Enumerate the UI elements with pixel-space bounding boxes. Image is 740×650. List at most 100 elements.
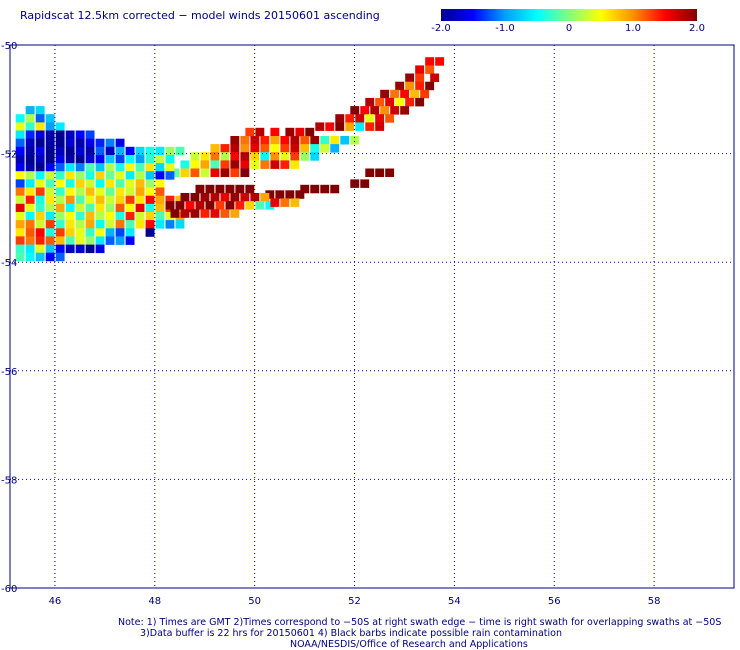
- heatmap-cell: [210, 152, 220, 161]
- heatmap-cell: [35, 122, 45, 131]
- heatmap-cell: [65, 195, 75, 205]
- y-tick-label: -58: [1, 475, 17, 486]
- heatmap-cell: [245, 184, 255, 194]
- heatmap-cell: [45, 220, 55, 229]
- heatmap-cell: [320, 136, 330, 145]
- heatmap-cell: [25, 130, 35, 139]
- heatmap-cell: [35, 220, 45, 229]
- heatmap-cell: [180, 209, 190, 218]
- heatmap-cell: [85, 212, 95, 221]
- heatmap-cell: [290, 144, 300, 153]
- heatmap-cell: [210, 209, 220, 218]
- colorbar-tick-label: 2.0: [689, 23, 705, 34]
- heatmap-cell: [155, 171, 165, 180]
- heatmap-cell: [15, 146, 25, 156]
- heatmap-cell: [105, 171, 115, 180]
- heatmap-cell: [180, 160, 190, 169]
- heatmap-cell: [155, 163, 165, 172]
- heatmap-cell: [220, 168, 230, 177]
- colorbar-tick-labels: -2.0 -1.0 0 1.0 2.0: [431, 23, 705, 34]
- heatmap-cell: [230, 209, 240, 218]
- heatmap-cell: [95, 138, 105, 148]
- x-tick-label: 56: [548, 596, 561, 607]
- heatmap-cell: [165, 212, 175, 221]
- heatmap-cell: [15, 252, 25, 262]
- heatmap-cell: [85, 163, 95, 172]
- heatmap-cell: [45, 187, 55, 196]
- heatmap-cell: [15, 163, 25, 172]
- heatmap-cell: [315, 122, 325, 131]
- heatmap-cell: [135, 195, 145, 205]
- heatmap-cell: [55, 138, 65, 148]
- heatmap-cell: [115, 203, 125, 213]
- heatmap-cell: [75, 130, 85, 139]
- heatmap-cell: [145, 220, 155, 229]
- heatmap-cell: [390, 106, 400, 115]
- heatmap-cell: [85, 187, 95, 196]
- heatmap-cell: [335, 122, 345, 131]
- heatmap-cell: [180, 193, 190, 202]
- heatmap-cell: [375, 122, 385, 131]
- heatmap-cell: [125, 203, 135, 213]
- heatmap-cell: [200, 193, 210, 202]
- heatmap-cell: [75, 236, 85, 245]
- heatmap-cell: [410, 89, 420, 99]
- heatmap-cell: [260, 193, 270, 202]
- heatmap-cell: [95, 212, 105, 221]
- y-tick-labels: -50 -52 -54 -56 -58 -60: [1, 41, 17, 595]
- heatmap-cell: [345, 122, 355, 131]
- heatmap-cell: [85, 179, 95, 188]
- heatmap-cell: [115, 146, 125, 156]
- heatmap-cell: [55, 122, 65, 131]
- heatmap-cell: [335, 114, 345, 123]
- heatmap-cell: [95, 228, 105, 237]
- note-line-2: 3)Data buffer is 22 hrs for 20150601 4) …: [140, 628, 562, 639]
- heatmap-cell: [405, 81, 415, 91]
- heatmap-cell: [115, 212, 125, 221]
- heatmap-cell: [225, 201, 235, 210]
- heatmap-cell: [430, 73, 440, 82]
- heatmap-cell: [175, 220, 185, 229]
- heatmap-cell: [15, 212, 25, 221]
- heatmap-cell: [35, 252, 45, 262]
- heatmap-cell: [125, 236, 135, 245]
- heatmap-cell: [365, 114, 375, 123]
- heatmap-cell: [35, 212, 45, 221]
- x-tick-label: 54: [448, 596, 461, 607]
- heatmap-cell: [365, 122, 375, 131]
- heatmap-cell: [270, 127, 280, 137]
- heatmap-cell: [105, 146, 115, 156]
- heatmap-cell: [95, 236, 105, 245]
- heatmap-cell: [105, 212, 115, 221]
- heatmap-cell: [25, 195, 35, 205]
- heatmap-cell: [65, 163, 75, 172]
- heatmap-cell: [355, 114, 365, 123]
- heatmap-cell: [65, 138, 75, 148]
- heatmap-cell: [85, 195, 95, 205]
- heatmap-cell: [95, 203, 105, 213]
- heatmap-cell: [145, 203, 155, 213]
- heatmap-cell: [115, 236, 125, 245]
- heatmap-cell: [45, 146, 55, 156]
- heatmap-cell: [280, 136, 290, 145]
- heatmap-cell: [35, 106, 45, 115]
- heatmap-cell: [385, 97, 395, 107]
- heatmap-cell: [55, 195, 65, 205]
- heatmap-cell: [15, 187, 25, 196]
- heatmap-cell: [35, 203, 45, 213]
- heatmap-cell: [75, 220, 85, 229]
- heatmap-cell: [75, 203, 85, 213]
- heatmap-cell: [200, 160, 210, 169]
- heatmap-cell: [45, 195, 55, 205]
- heatmap-cell: [125, 171, 135, 180]
- heatmap-cell: [255, 201, 265, 210]
- heatmap-cell: [105, 138, 115, 148]
- heatmap-cell: [25, 146, 35, 156]
- heatmap-cell: [105, 203, 115, 213]
- x-tick-label: 46: [49, 596, 62, 607]
- x-tick-label: 58: [648, 596, 661, 607]
- heatmap-cell: [240, 136, 250, 145]
- heatmap-cell: [230, 136, 240, 145]
- heatmap-cell: [105, 187, 115, 196]
- heatmap-cell: [15, 179, 25, 188]
